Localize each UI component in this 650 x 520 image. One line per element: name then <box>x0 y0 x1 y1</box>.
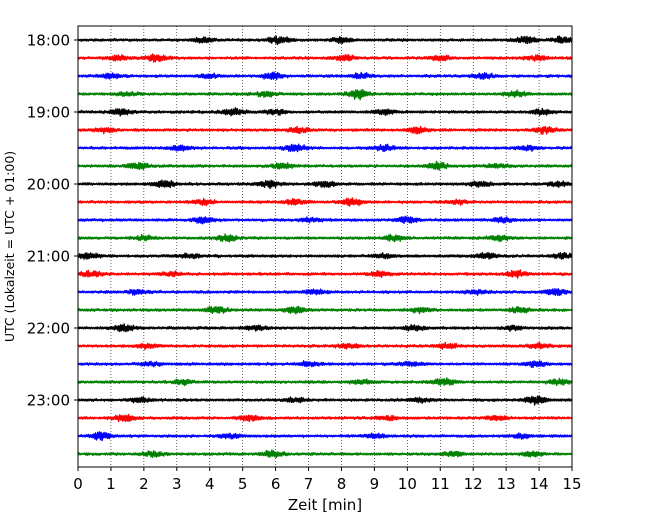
x-tick-label: 15 <box>562 475 581 493</box>
x-tick-label: 4 <box>205 475 215 493</box>
trace-2230 <box>77 360 573 369</box>
x-tick-label: 12 <box>464 475 483 493</box>
trace-2145 <box>77 305 573 315</box>
trace-1800 <box>77 35 573 46</box>
trace-2200 <box>77 323 573 333</box>
trace-2245 <box>77 377 573 387</box>
trace-1815 <box>77 53 573 63</box>
trace-2045 <box>77 233 573 243</box>
x-axis-label: Zeit [min] <box>288 496 362 514</box>
x-tick-label: 9 <box>370 475 380 493</box>
trace-1915 <box>77 125 573 135</box>
x-tick-label: 3 <box>172 475 182 493</box>
trace-2100 <box>77 251 573 260</box>
trace-1930 <box>77 143 573 153</box>
x-tick-label: 2 <box>139 475 149 493</box>
trace-1945 <box>77 160 573 171</box>
y-axis-ticks: 18:00 19:00 20:00 21:00 22:00 23:00 <box>27 32 78 410</box>
trace-2300 <box>77 394 573 406</box>
seismic-traces <box>77 35 573 459</box>
x-tick-label: 0 <box>73 475 83 493</box>
x-tick-label: 11 <box>431 475 450 493</box>
y-tick-label: 18:00 <box>27 32 70 50</box>
y-axis-label: UTC (Lokalzeit = UTC + 01:00) <box>2 151 17 342</box>
trace-2130 <box>77 287 573 297</box>
trace-2215 <box>77 341 573 351</box>
x-tick-label: 14 <box>530 475 549 493</box>
trace-1830 <box>77 71 573 81</box>
x-tick-label: 10 <box>398 475 417 493</box>
x-tick-label: 1 <box>106 475 116 493</box>
trace-2015 <box>77 197 573 207</box>
trace-2315 <box>77 413 573 423</box>
y-tick-label: 21:00 <box>27 248 70 266</box>
x-tick-label: 8 <box>337 475 347 493</box>
plot-frame <box>77 25 573 468</box>
x-tick-label: 13 <box>497 475 516 493</box>
x-tick-label: 7 <box>304 475 314 493</box>
trace-2345 <box>77 449 573 459</box>
trace-1845 <box>77 88 573 101</box>
trace-2330 <box>77 431 573 442</box>
x-tick-label: 5 <box>238 475 248 493</box>
y-tick-label: 22:00 <box>27 320 70 338</box>
trace-2115 <box>77 269 573 279</box>
y-tick-label: 20:00 <box>27 176 70 194</box>
y-tick-label: 19:00 <box>27 104 70 122</box>
y-tick-label: 23:00 <box>27 392 70 410</box>
x-tick-label: 6 <box>271 475 281 493</box>
trace-1900 <box>77 107 573 117</box>
trace-2030 <box>77 215 573 225</box>
x-axis-ticks: 0 1 2 3 4 5 6 7 8 9 10 11 12 13 14 15 <box>73 467 582 493</box>
trace-2000 <box>77 179 573 190</box>
